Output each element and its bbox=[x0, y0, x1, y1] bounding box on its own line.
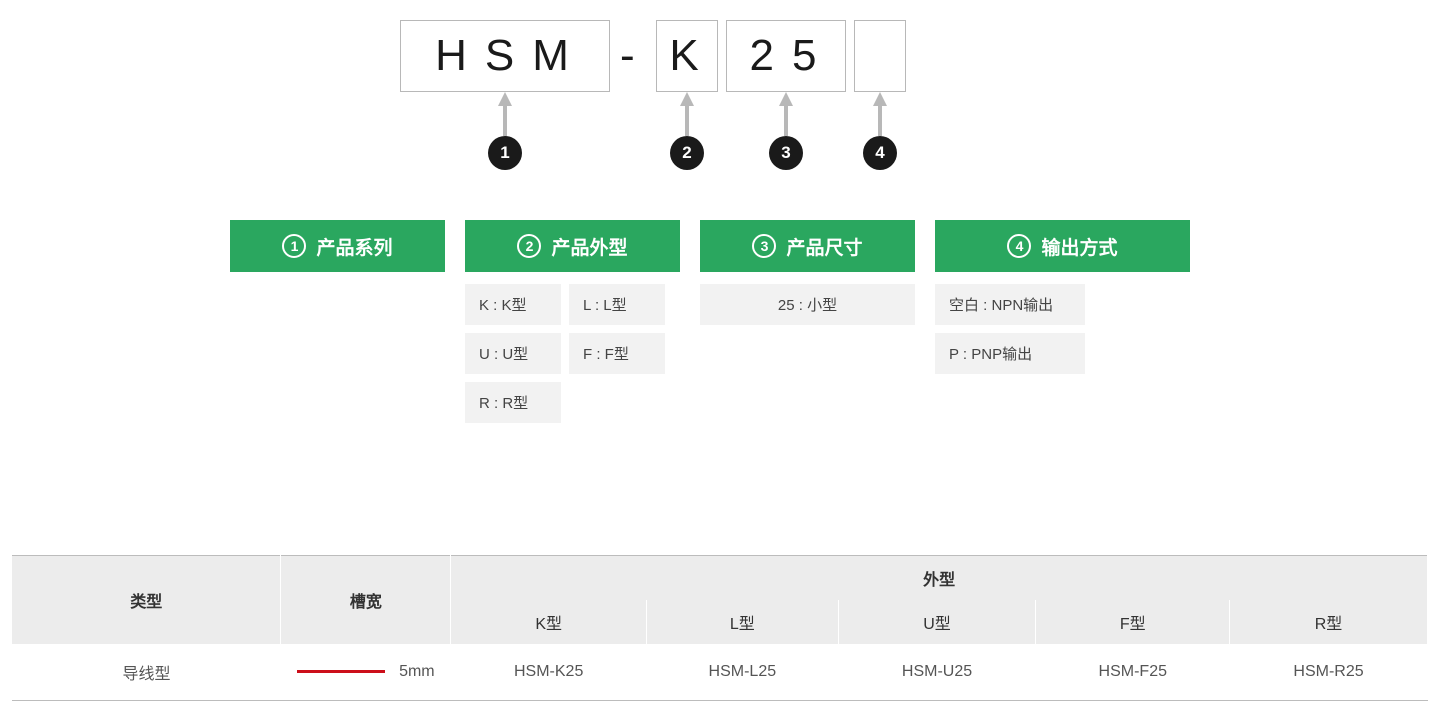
pointer-icon bbox=[871, 92, 889, 136]
th-sub: L型 bbox=[647, 600, 839, 644]
product-table: 类型 槽宽 外型 K型 L型 U型 F型 R型 导线型 5mm HSM-K25 … bbox=[12, 555, 1428, 701]
chip: R : R型 bbox=[465, 382, 561, 423]
pointer-icon bbox=[496, 92, 514, 136]
section-header-3: 3 产品尺寸 bbox=[700, 220, 915, 272]
th-sub: U型 bbox=[838, 600, 1036, 644]
section-title: 输出方式 bbox=[1041, 233, 1117, 260]
td-cell: HSM-U25 bbox=[838, 644, 1036, 701]
td-slot: 5mm bbox=[281, 644, 451, 701]
chip: F : F型 bbox=[569, 333, 665, 374]
chip: P : PNP输出 bbox=[935, 333, 1085, 374]
chips-group: 空白 : NPN输出 P : PNP输出 bbox=[935, 284, 1190, 374]
chip: L : L型 bbox=[569, 284, 665, 325]
code-dash: - bbox=[620, 20, 635, 92]
circled-number-icon: 3 bbox=[752, 234, 776, 258]
td-type: 导线型 bbox=[12, 644, 281, 701]
th-slot: 槽宽 bbox=[281, 556, 451, 645]
th-sub: R型 bbox=[1230, 600, 1428, 644]
th-type: 类型 bbox=[12, 556, 281, 645]
table: 类型 槽宽 外型 K型 L型 U型 F型 R型 导线型 5mm HSM-K25 … bbox=[12, 555, 1428, 701]
section-1: 1 产品系列 bbox=[230, 220, 445, 423]
section-title: 产品系列 bbox=[316, 233, 392, 260]
section-3: 3 产品尺寸 25 : 小型 bbox=[700, 220, 915, 423]
code-box-3: 25 bbox=[726, 20, 846, 92]
section-title: 产品外型 bbox=[551, 233, 627, 260]
model-code-diagram: HSM - K 25 1 2 3 4 bbox=[0, 20, 1440, 180]
circled-number-icon: 4 bbox=[1007, 234, 1031, 258]
th-sub: F型 bbox=[1036, 600, 1230, 644]
code-box-4 bbox=[854, 20, 906, 92]
chip: U : U型 bbox=[465, 333, 561, 374]
section-header-4: 4 输出方式 bbox=[935, 220, 1190, 272]
table-row: 导线型 5mm HSM-K25 HSM-L25 HSM-U25 HSM-F25 … bbox=[12, 644, 1428, 701]
td-cell: HSM-K25 bbox=[451, 644, 647, 701]
chip: 25 : 小型 bbox=[700, 284, 915, 325]
chip: K : K型 bbox=[465, 284, 561, 325]
td-cell: HSM-L25 bbox=[647, 644, 839, 701]
code-box-2: K bbox=[656, 20, 718, 92]
num-badge-2: 2 bbox=[670, 136, 704, 170]
pointer-icon bbox=[678, 92, 696, 136]
section-header-2: 2 产品外型 bbox=[465, 220, 680, 272]
circled-number-icon: 2 bbox=[517, 234, 541, 258]
num-badge-4: 4 bbox=[863, 136, 897, 170]
pointer-icon bbox=[777, 92, 795, 136]
section-4: 4 输出方式 空白 : NPN输出 P : PNP输出 bbox=[935, 220, 1190, 423]
sections-row: 1 产品系列 2 产品外型 K : K型 L : L型 U : U型 F : F… bbox=[230, 220, 1210, 423]
chips-group: 25 : 小型 bbox=[700, 284, 915, 325]
section-2: 2 产品外型 K : K型 L : L型 U : U型 F : F型 R : R… bbox=[465, 220, 680, 423]
th-shape: 外型 bbox=[451, 556, 1428, 601]
th-sub: K型 bbox=[451, 600, 647, 644]
td-cell: HSM-F25 bbox=[1036, 644, 1230, 701]
code-box-1: HSM bbox=[400, 20, 610, 92]
model-code-inner: HSM - K 25 1 2 3 4 bbox=[400, 20, 1040, 180]
circled-number-icon: 1 bbox=[282, 234, 306, 258]
num-badge-1: 1 bbox=[488, 136, 522, 170]
slot-line-icon bbox=[297, 670, 385, 673]
section-title: 产品尺寸 bbox=[786, 233, 862, 260]
td-cell: HSM-R25 bbox=[1230, 644, 1428, 701]
section-header-1: 1 产品系列 bbox=[230, 220, 445, 272]
num-badge-3: 3 bbox=[769, 136, 803, 170]
slot-value: 5mm bbox=[399, 663, 435, 680]
chips-group: K : K型 L : L型 U : U型 F : F型 R : R型 bbox=[465, 284, 680, 423]
chip: 空白 : NPN输出 bbox=[935, 284, 1085, 325]
